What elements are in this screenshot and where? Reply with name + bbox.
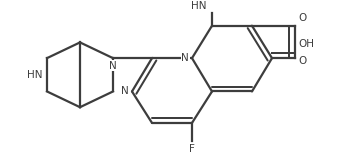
Text: N: N bbox=[181, 53, 189, 63]
Text: OH: OH bbox=[298, 39, 314, 49]
Text: F: F bbox=[189, 144, 195, 154]
Text: N: N bbox=[121, 86, 129, 96]
Text: O: O bbox=[298, 13, 306, 23]
Text: HN: HN bbox=[191, 1, 207, 11]
Text: O: O bbox=[298, 56, 306, 66]
Text: N: N bbox=[109, 61, 117, 71]
Text: HN: HN bbox=[27, 70, 42, 80]
